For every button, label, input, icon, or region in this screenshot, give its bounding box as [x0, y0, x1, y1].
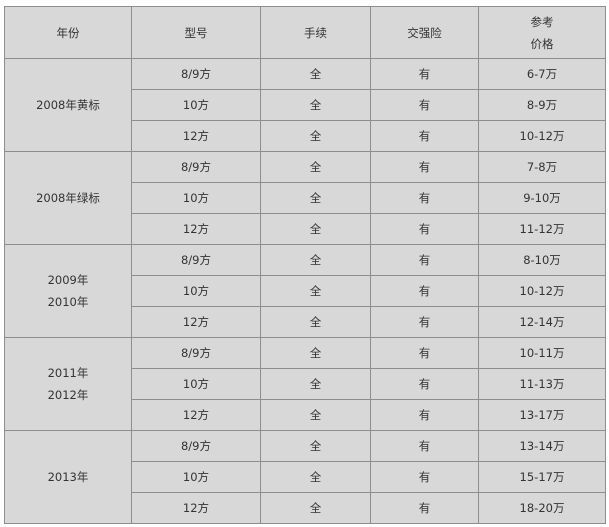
price-cell: 12-14万 — [478, 306, 606, 338]
insurance-cell: 有 — [370, 213, 479, 245]
header-model: 型号 — [131, 6, 261, 59]
model-cell: 10方 — [131, 89, 261, 121]
insurance-cell: 有 — [370, 182, 479, 214]
table-row: 10方全有 10-12万 — [5, 275, 606, 307]
year-line1: 2008年绿标 — [36, 191, 100, 205]
model-cell: 12方 — [131, 306, 261, 338]
papers-cell: 全 — [260, 275, 371, 307]
price-cell: 10-12万 — [478, 275, 606, 307]
year-line2: 2010年 — [47, 295, 89, 309]
year-line1: 2009年 — [47, 273, 89, 287]
papers-cell: 全 — [260, 244, 371, 276]
table-row: 12方全有 12-14万 — [5, 306, 606, 338]
papers-cell: 全 — [260, 120, 371, 152]
model-cell: 8/9方 — [131, 244, 261, 276]
papers-cell: 全 — [260, 430, 371, 462]
header-year: 年份 — [4, 6, 132, 59]
papers-cell: 全 — [260, 151, 371, 183]
papers-cell: 全 — [260, 492, 371, 524]
insurance-cell: 有 — [370, 337, 479, 369]
papers-cell: 全 — [260, 213, 371, 245]
model-cell: 12方 — [131, 492, 261, 524]
table-row: 10方全有 11-13万 — [5, 368, 606, 400]
header-price-line2: 价格 — [530, 36, 554, 51]
price-cell: 18-20万 — [478, 492, 606, 524]
price-cell: 8-10万 — [478, 244, 606, 276]
table-row: 12方全有 13-17万 — [5, 399, 606, 431]
papers-cell: 全 — [260, 89, 371, 121]
model-cell: 12方 — [131, 213, 261, 245]
header-papers: 手续 — [260, 6, 371, 59]
price-cell: 8-9万 — [478, 89, 606, 121]
model-cell: 10方 — [131, 275, 261, 307]
table-row: 12方全有 11-12万 — [5, 213, 606, 245]
table-row: 2009年 2010年 8/9方全有 8-10万 — [4, 244, 606, 338]
table-row: 2008年绿标 8/9方全有 7-8万 — [4, 151, 606, 245]
insurance-cell: 有 — [370, 244, 479, 276]
model-cell: 10方 — [131, 461, 261, 493]
papers-cell: 全 — [260, 306, 371, 338]
price-cell: 6-7万 — [478, 58, 606, 90]
year-cell: 2009年 2010年 — [4, 244, 132, 338]
price-cell: 15-17万 — [478, 461, 606, 493]
table-row: 10方全有 9-10万 — [5, 182, 606, 214]
model-cell: 10方 — [131, 368, 261, 400]
price-cell: 11-12万 — [478, 213, 606, 245]
model-cell: 8/9方 — [131, 430, 261, 462]
insurance-cell: 有 — [370, 151, 479, 183]
table-row: 2008年黄标 8/9方全有 6-7万 — [4, 58, 606, 152]
papers-cell: 全 — [260, 461, 371, 493]
year-cell: 2008年绿标 — [4, 151, 132, 245]
year-cell: 2013年 — [4, 430, 132, 524]
insurance-cell: 有 — [370, 430, 479, 462]
price-table: 年份 型号 手续 交强险 参考 价格 2008年黄标 8/9方全有 6-7万 10方全有… — [4, 6, 606, 524]
year-line1: 2008年黄标 — [36, 98, 100, 112]
year-line1: 2011年 — [47, 366, 89, 380]
price-cell: 9-10万 — [478, 182, 606, 214]
insurance-cell: 有 — [370, 399, 479, 431]
table-row: 10方全有 8-9万 — [5, 89, 606, 121]
header-row: 年份 型号 手续 交强险 参考价格 — [4, 6, 606, 59]
insurance-cell: 有 — [370, 275, 479, 307]
table-row: 12方全有 18-20万 — [5, 492, 606, 524]
header-insurance: 交强险 — [370, 6, 479, 59]
insurance-cell: 有 — [370, 120, 479, 152]
insurance-cell: 有 — [370, 89, 479, 121]
insurance-cell: 有 — [370, 58, 479, 90]
papers-cell: 全 — [260, 368, 371, 400]
year-cell: 2008年黄标 — [4, 58, 132, 152]
papers-cell: 全 — [260, 58, 371, 90]
price-cell: 13-14万 — [478, 430, 606, 462]
model-cell: 12方 — [131, 399, 261, 431]
insurance-cell: 有 — [370, 368, 479, 400]
insurance-cell: 有 — [370, 306, 479, 338]
papers-cell: 全 — [260, 399, 371, 431]
model-cell: 8/9方 — [131, 337, 261, 369]
papers-cell: 全 — [260, 337, 371, 369]
table-row: 2011年 2012年 8/9方全有 10-11万 — [4, 337, 606, 431]
price-cell: 10-12万 — [478, 120, 606, 152]
model-cell: 10方 — [131, 182, 261, 214]
price-cell: 11-13万 — [478, 368, 606, 400]
model-cell: 8/9方 — [131, 151, 261, 183]
price-cell: 10-11万 — [478, 337, 606, 369]
table-row: 12方全有 10-12万 — [5, 120, 606, 152]
header-price: 参考 价格 — [478, 6, 606, 59]
papers-cell: 全 — [260, 182, 371, 214]
year-line1: 2013年 — [47, 470, 89, 484]
year-cell: 2011年 2012年 — [4, 337, 132, 431]
insurance-cell: 有 — [370, 461, 479, 493]
model-cell: 12方 — [131, 120, 261, 152]
header-price-line1: 参考 — [530, 14, 554, 29]
model-cell: 8/9方 — [131, 58, 261, 90]
price-cell: 13-17万 — [478, 399, 606, 431]
price-cell: 7-8万 — [478, 151, 606, 183]
year-line2: 2012年 — [47, 388, 89, 402]
table-row: 2013年 8/9方全有 13-14万 — [4, 430, 606, 524]
insurance-cell: 有 — [370, 492, 479, 524]
